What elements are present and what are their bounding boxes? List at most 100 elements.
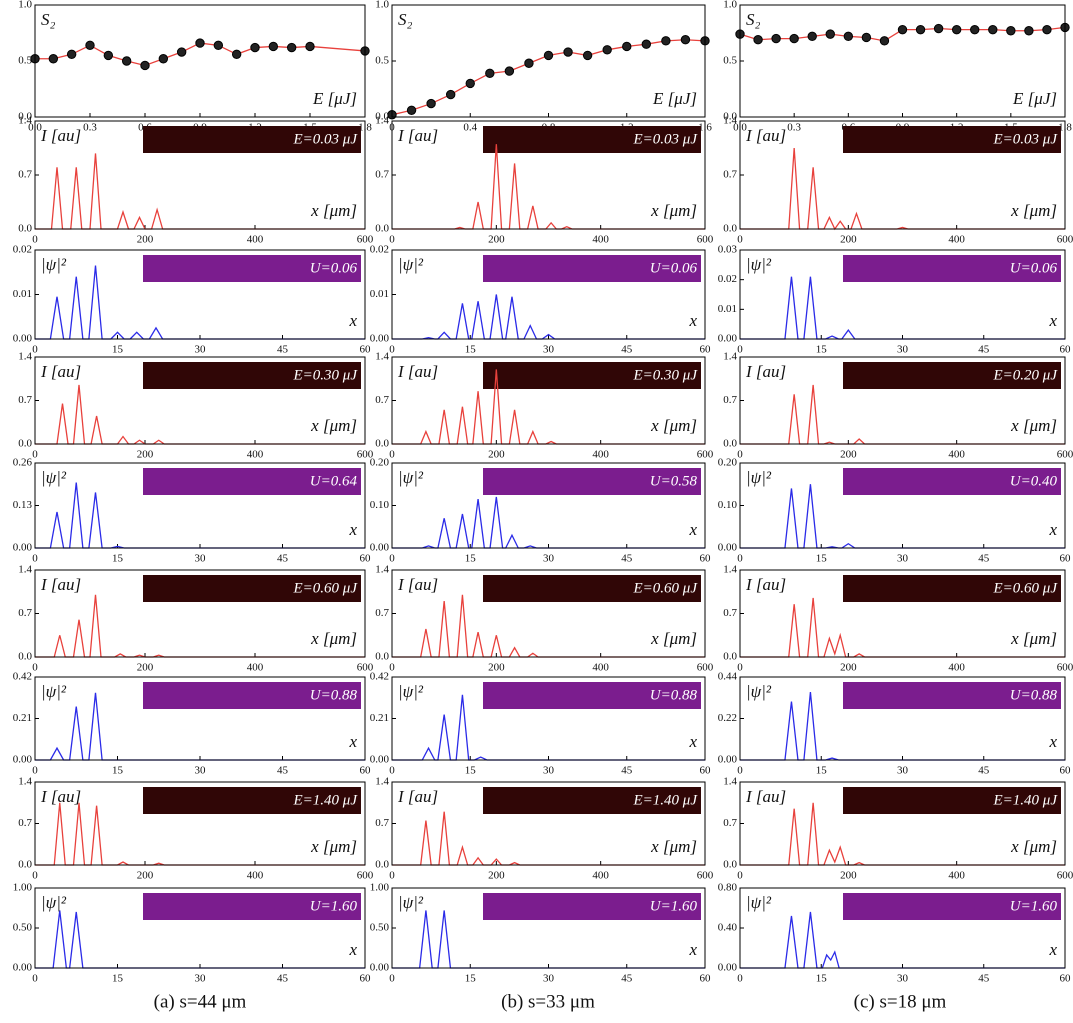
x-axis-label: x: [1048, 520, 1057, 539]
x-tick-label: 45: [978, 553, 990, 565]
x-tick-label: 60: [700, 765, 712, 777]
x-tick-label: 45: [978, 344, 990, 356]
data-point: [446, 90, 454, 98]
data-point: [971, 25, 979, 33]
data-point: [1007, 27, 1015, 35]
data-point: [287, 43, 295, 51]
y-tick-label: 0.42: [370, 671, 389, 683]
y-tick-label: 0.02: [13, 244, 32, 256]
x-tick-label: 0: [389, 344, 395, 356]
y-tick-label: 0.00: [370, 333, 390, 345]
y-tick-label: 1.0: [18, 0, 32, 11]
x-tick-label: 60: [700, 344, 712, 356]
x-tick-label: 15: [465, 344, 477, 356]
data-point: [196, 39, 204, 47]
y-axis-label: I [au]: [745, 575, 786, 594]
x-tick-label: 0.3: [83, 122, 97, 134]
y-tick-label: 0.7: [723, 169, 737, 181]
x-tick-label: 30: [543, 973, 555, 985]
x-tick-label: 600: [357, 870, 374, 882]
y-axis-label: |ψ|²: [41, 682, 67, 701]
y-axis-label: |ψ|²: [398, 255, 424, 274]
inset-label: E=1.40 μJ: [993, 792, 1059, 808]
x-axis-label: x [μm]: [310, 629, 357, 648]
y-tick-label: 1.0: [375, 0, 389, 11]
data-point: [177, 48, 185, 56]
y-axis-label: |ψ|²: [41, 893, 67, 912]
x-tick-label: 30: [543, 765, 555, 777]
inset-label: U=0.88: [650, 687, 698, 703]
x-axis-label: x: [348, 732, 357, 751]
y-tick-label: 0.01: [718, 303, 737, 315]
data-point: [104, 51, 112, 59]
y-tick-label: 0.10: [370, 499, 390, 511]
x-tick-label: 400: [592, 662, 609, 674]
data-point: [141, 61, 149, 69]
x-tick-label: 0: [389, 973, 395, 985]
y-tick-label: 0.00: [13, 333, 33, 345]
y-axis-label: I [au]: [745, 126, 786, 145]
y-tick-label: 0.00: [718, 542, 738, 554]
x-axis-label: x [μm]: [650, 629, 697, 648]
x-tick-label: 400: [247, 449, 264, 461]
y-tick-label: 0.80: [718, 882, 738, 894]
y-tick-label: 1.00: [13, 882, 33, 894]
y-tick-label: 0.5: [723, 55, 737, 67]
x-tick-label: 45: [277, 765, 289, 777]
y-axis-label: I [au]: [745, 787, 786, 806]
y-tick-label: 0.5: [18, 55, 32, 67]
x-tick-label: 0: [32, 662, 38, 674]
y-tick-label: 1.4: [723, 776, 737, 788]
data-point: [505, 67, 513, 75]
x-tick-label: 200: [840, 234, 857, 246]
x-tick-label: 600: [697, 449, 714, 461]
data-point: [1025, 27, 1033, 35]
data-line: [392, 295, 705, 340]
inset-label: E=0.30 μJ: [293, 367, 359, 383]
x-tick-label: 15: [465, 973, 477, 985]
y-tick-label: 0.0: [18, 438, 32, 450]
x-axis-label: x: [348, 311, 357, 330]
inset-label: U=0.06: [310, 260, 358, 276]
data-point: [86, 41, 94, 49]
inset-label: E=0.60 μJ: [293, 580, 359, 596]
data-point: [862, 33, 870, 41]
y-tick-label: 0.13: [13, 499, 33, 511]
data-point: [583, 51, 591, 59]
y-tick-label: 0.21: [13, 712, 32, 724]
x-tick-label: 15: [816, 973, 828, 985]
data-point: [427, 99, 435, 107]
data-point: [306, 42, 314, 50]
y-tick-label: 0.0: [18, 223, 32, 235]
x-axis-label: x: [688, 520, 697, 539]
data-point: [525, 59, 533, 67]
data-point: [486, 69, 494, 77]
y-tick-label: 0.0: [375, 859, 389, 871]
x-tick-label: 60: [360, 765, 372, 777]
x-tick-label: 60: [1060, 973, 1072, 985]
y-tick-label: 0.0: [723, 223, 737, 235]
inset-label: U=0.64: [310, 473, 358, 489]
x-axis-label: x: [348, 940, 357, 959]
data-point: [159, 55, 167, 63]
y-tick-label: 1.4: [723, 351, 737, 363]
x-tick-label: 0: [737, 765, 743, 777]
x-tick-label: 0: [737, 973, 743, 985]
x-tick-label: 400: [592, 449, 609, 461]
x-tick-label: 60: [360, 344, 372, 356]
x-axis-label: x [μm]: [650, 837, 697, 856]
x-tick-label: 15: [816, 553, 828, 565]
y-tick-label: 0.00: [718, 962, 738, 974]
y-tick-label: 0.26: [13, 457, 33, 469]
y-axis-label: |ψ|²: [398, 468, 424, 487]
y-axis-label: I [au]: [40, 787, 81, 806]
x-tick-label: 45: [978, 973, 990, 985]
data-point: [681, 36, 689, 44]
data-point: [603, 46, 611, 54]
y-tick-label: 0.0: [375, 223, 389, 235]
x-tick-label: 0: [389, 662, 395, 674]
data-point: [880, 37, 888, 45]
y-axis-label: I [au]: [397, 362, 438, 381]
x-tick-label: 60: [700, 973, 712, 985]
data-point: [269, 42, 277, 50]
